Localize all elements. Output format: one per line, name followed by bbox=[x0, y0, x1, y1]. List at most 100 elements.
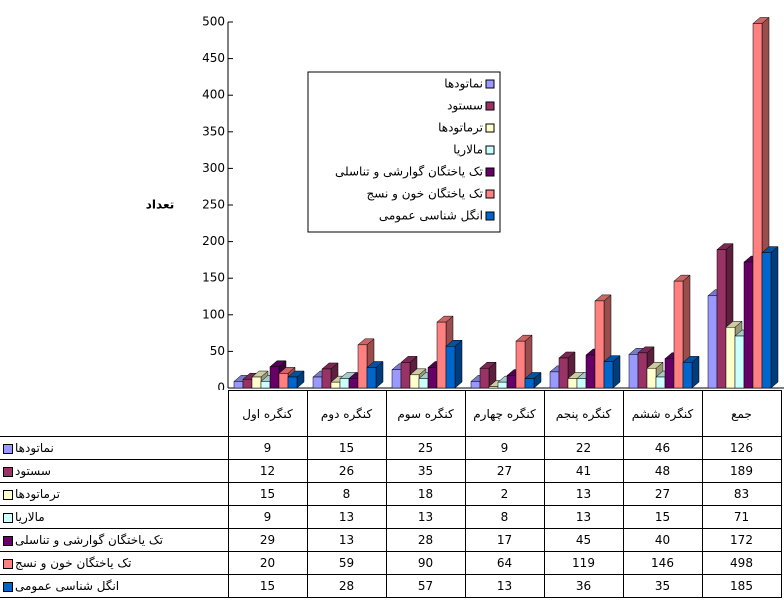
cell-value: 59 bbox=[306, 551, 387, 575]
bar bbox=[743, 261, 754, 389]
cell-value: 13 bbox=[306, 528, 387, 552]
y-tick-label: 100 bbox=[202, 307, 225, 321]
bar bbox=[664, 358, 675, 389]
bar bbox=[506, 375, 517, 389]
bar bbox=[330, 381, 341, 389]
legend-swatch bbox=[3, 535, 13, 546]
category-label: کنگره چهارم bbox=[464, 390, 545, 437]
category-label: کنگره اول bbox=[227, 390, 308, 437]
y-tick-label: 0 bbox=[217, 381, 225, 391]
bar bbox=[339, 378, 350, 389]
cell-value: 13 bbox=[543, 482, 624, 506]
bar bbox=[497, 381, 508, 389]
series-name: سستود bbox=[15, 464, 51, 478]
legend-label: نماتودها bbox=[444, 77, 483, 92]
corner bbox=[0, 390, 229, 437]
cell-value: 64 bbox=[464, 551, 545, 575]
legend-label: تک یاختگان خون و نسج bbox=[367, 187, 483, 202]
bar bbox=[400, 362, 411, 389]
cell-value: 13 bbox=[306, 505, 387, 529]
cell-value: 35 bbox=[622, 574, 703, 598]
row-label: تک یاختگان گوارشی و تناسلی bbox=[0, 528, 229, 552]
bar bbox=[348, 378, 359, 389]
bar bbox=[637, 352, 648, 389]
bar bbox=[734, 335, 745, 389]
bar bbox=[576, 378, 587, 389]
y-tick-label: 400 bbox=[202, 88, 225, 102]
data-table: کنگره اول کنگره دوم کنگره سوم کنگره چهارم کن… bbox=[0, 390, 782, 598]
bar bbox=[287, 376, 298, 389]
row-label: انگل شناسی عمومی bbox=[0, 574, 229, 598]
cell-value: 36 bbox=[543, 574, 624, 598]
bar bbox=[646, 367, 657, 389]
y-tick-label: 300 bbox=[202, 161, 225, 175]
bar bbox=[673, 280, 684, 389]
bar bbox=[567, 378, 578, 389]
bar bbox=[312, 376, 323, 389]
cell-value: 8 bbox=[464, 505, 545, 529]
cell-value: 29 bbox=[227, 528, 308, 552]
bar bbox=[594, 300, 605, 389]
bar bbox=[655, 376, 666, 389]
legend-swatch bbox=[485, 145, 495, 155]
series-row: نماتودها 9 15 25 9 22 46 126 bbox=[0, 436, 782, 460]
cell-value: 45 bbox=[543, 528, 624, 552]
cell-value: 13 bbox=[385, 505, 466, 529]
legend-swatch bbox=[485, 123, 495, 133]
cell-value: 28 bbox=[385, 528, 466, 552]
cell-value: 90 bbox=[385, 551, 466, 575]
bar-side bbox=[770, 246, 779, 389]
chart: تعداد 0 50 100 150 200 250 300 350 400 450 500 نمات… bbox=[146, 15, 784, 391]
legend-swatch bbox=[3, 443, 13, 454]
y-tick-label: 350 bbox=[202, 124, 225, 138]
cell-value: 185 bbox=[701, 574, 782, 598]
cell-value: 71 bbox=[701, 505, 782, 529]
cell-value: 15 bbox=[227, 482, 308, 506]
bar bbox=[391, 369, 402, 389]
category-label: کنگره سوم bbox=[385, 390, 466, 437]
y-tick-label: 50 bbox=[210, 344, 225, 358]
y-tick-label: 500 bbox=[202, 15, 225, 29]
legend-label: تک یاختگان گوارشی و تناسلی bbox=[335, 165, 483, 180]
legend-label: ترماتودها bbox=[438, 121, 483, 136]
legend-label: انگل شناسی عمومی bbox=[379, 209, 483, 224]
series-name: تک یاختگان گوارشی و تناسلی bbox=[15, 533, 164, 547]
cell-value: 40 bbox=[622, 528, 703, 552]
bar bbox=[436, 321, 447, 389]
cell-value: 26 bbox=[306, 459, 387, 483]
cell-value: 27 bbox=[464, 459, 545, 483]
bar bbox=[321, 368, 332, 389]
legend: نماتودها سستود ترماتودها مالاریا تک یاختگان … bbox=[307, 71, 501, 233]
legend-swatch bbox=[3, 466, 13, 477]
legend-swatch bbox=[3, 558, 13, 569]
bar bbox=[761, 252, 772, 389]
bar bbox=[409, 374, 420, 389]
legend-label: مالاریا bbox=[453, 143, 483, 158]
series-name: ترماتودها bbox=[15, 487, 60, 501]
bar bbox=[470, 381, 481, 389]
cell-value: 119 bbox=[543, 551, 624, 575]
bar bbox=[725, 326, 736, 389]
bar bbox=[366, 367, 377, 389]
bar bbox=[752, 23, 763, 389]
y-axis-label: تعداد bbox=[146, 198, 174, 212]
row-label: سستود bbox=[0, 459, 229, 483]
cell-value: 12 bbox=[227, 459, 308, 483]
series-row: سستود 12 26 35 27 41 48 189 bbox=[0, 459, 782, 483]
category-label: جمع bbox=[701, 390, 782, 437]
series-row: مالاریا 9 13 13 8 13 15 71 bbox=[0, 505, 782, 529]
cell-value: 18 bbox=[385, 482, 466, 506]
cell-value: 8 bbox=[306, 482, 387, 506]
cell-value: 28 bbox=[306, 574, 387, 598]
legend-swatch bbox=[485, 101, 495, 111]
cell-value: 498 bbox=[701, 551, 782, 575]
category-label: کنگره ششم bbox=[622, 390, 703, 437]
bar bbox=[515, 340, 526, 389]
cell-value: 13 bbox=[464, 574, 545, 598]
y-tick-label: 150 bbox=[202, 271, 225, 285]
bar bbox=[260, 381, 271, 389]
series-name: نماتودها bbox=[15, 441, 54, 455]
row-label: ترماتودها bbox=[0, 482, 229, 506]
legend-swatch bbox=[3, 581, 13, 592]
bar bbox=[603, 361, 614, 389]
